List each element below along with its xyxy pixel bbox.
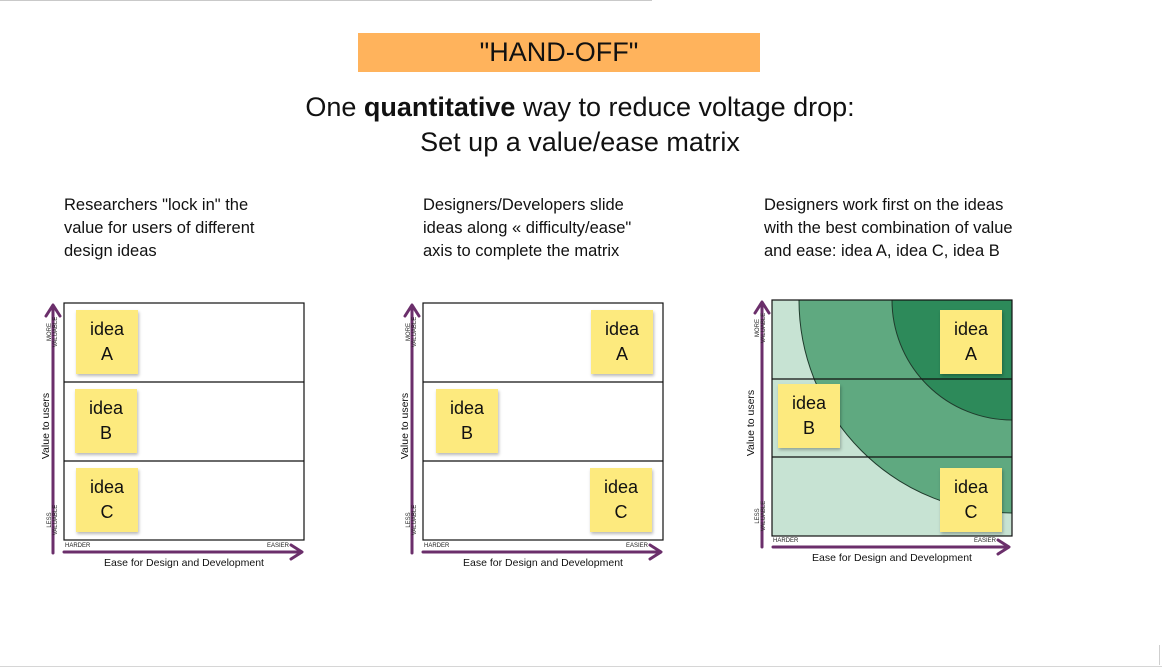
caption-line: axis to complete the matrix xyxy=(423,242,620,260)
sticky-note-idea-a[interactable]: idea A xyxy=(76,310,138,374)
note-line: idea xyxy=(791,393,827,413)
sticky-note-idea-c[interactable]: idea C xyxy=(590,468,652,532)
y-high-label-panel-3: MORE VALUABLE xyxy=(755,308,767,348)
bottom-divider xyxy=(0,666,1162,667)
axis-arrows-panel-3 xyxy=(753,300,1011,556)
note-line: idea xyxy=(449,398,485,418)
y-low-label-panel-1: LESS VALUABLE xyxy=(47,500,59,540)
x-high-label-panel-3: EASIER xyxy=(974,538,997,544)
y-high-line: VALUABLE xyxy=(53,316,59,348)
note-letter: B xyxy=(99,423,112,443)
sticky-note-idea-b[interactable]: idea B xyxy=(75,389,137,453)
scroll-edge xyxy=(1159,645,1160,665)
caption-line: ideas along « difficulty/ease" xyxy=(423,219,632,237)
x-low-label-panel-1: HARDER xyxy=(65,543,91,549)
handoff-banner: "HAND-OFF" xyxy=(358,33,760,72)
x-low-label-panel-2: HARDER xyxy=(424,543,450,549)
caption-line: with the best combination of value xyxy=(764,219,1013,237)
note-line: idea xyxy=(89,319,125,339)
caption-line: Designers/Developers slide xyxy=(423,196,624,214)
headline-post: way to reduce voltage drop: xyxy=(515,92,855,122)
sticky-note-idea-b[interactable]: idea B xyxy=(436,389,498,453)
x-high-label-panel-2: EASIER xyxy=(626,543,649,549)
caption-line: Researchers "lock in" the xyxy=(64,196,249,214)
note-letter: C xyxy=(964,502,978,522)
x-low-label-panel-3: HARDER xyxy=(773,538,799,544)
sticky-note-idea-a[interactable]: idea A xyxy=(591,310,653,374)
note-letter: A xyxy=(100,344,113,364)
note-letter: B xyxy=(460,423,473,443)
headline-line-1: One quantitative way to reduce voltage d… xyxy=(250,90,910,125)
caption-panel-2: Designers/Developers slide ideas along «… xyxy=(423,194,631,263)
caption-panel-3: Designers work first on the ideas with t… xyxy=(764,194,1013,263)
sticky-note-idea-c[interactable]: idea C xyxy=(940,468,1002,532)
page-headline: One quantitative way to reduce voltage d… xyxy=(250,90,910,160)
note-line: idea xyxy=(88,398,124,418)
sticky-note-idea-a[interactable]: idea A xyxy=(940,310,1002,374)
headline-bold: quantitative xyxy=(363,92,516,122)
y-high-line: VALUABLE xyxy=(761,312,767,344)
headline-line-2: Set up a value/ease matrix xyxy=(420,127,740,157)
x-axis-label-panel-1: Ease for Design and Development xyxy=(104,557,264,569)
y-axis-label-panel-3: Value to users xyxy=(745,389,757,457)
note-line: idea xyxy=(953,477,989,497)
x-high-label-panel-1: EASIER xyxy=(267,543,290,549)
note-letter: B xyxy=(802,418,815,438)
matrix-grid-panel-3 xyxy=(771,299,1013,537)
headline-pre: One xyxy=(305,92,364,122)
y-high-label-panel-1: MORE VALUABLE xyxy=(47,312,59,352)
note-line: idea xyxy=(603,477,639,497)
y-axis-label-panel-2: Value to users xyxy=(399,392,411,460)
note-letter: C xyxy=(100,502,114,522)
caption-line: design ideas xyxy=(64,242,157,260)
y-low-label-panel-3: LESS VALUABLE xyxy=(755,496,767,536)
note-line: idea xyxy=(89,477,125,497)
x-axis-label-panel-2: Ease for Design and Development xyxy=(463,557,623,569)
note-line: idea xyxy=(953,319,989,339)
axis-arrows-panel-1 xyxy=(44,303,304,561)
axis-arrows-panel-2 xyxy=(403,303,663,561)
caption-line: Designers work first on the ideas xyxy=(764,196,1004,214)
note-line: idea xyxy=(604,319,640,339)
sticky-note-idea-b[interactable]: idea B xyxy=(778,384,840,448)
note-letter: C xyxy=(614,502,628,522)
y-low-line: VALUABLE xyxy=(53,504,59,536)
sticky-note-idea-c[interactable]: idea C xyxy=(76,468,138,532)
caption-line: and ease: idea A, idea C, idea B xyxy=(764,242,1000,260)
x-axis-label-panel-3: Ease for Design and Development xyxy=(812,552,972,564)
y-high-label-panel-2: MORE VALUABLE xyxy=(406,312,418,352)
top-divider xyxy=(0,0,652,1)
note-letter: A xyxy=(615,344,628,364)
y-axis-label-panel-1: Value to users xyxy=(40,392,52,460)
y-low-line: VALUABLE xyxy=(761,500,767,532)
note-letter: A xyxy=(964,344,977,364)
y-high-line: VALUABLE xyxy=(412,316,418,348)
caption-panel-1: Researchers "lock in" the value for user… xyxy=(64,194,254,263)
y-low-line: VALUABLE xyxy=(412,504,418,536)
caption-line: value for users of different xyxy=(64,219,255,237)
y-low-label-panel-2: LESS VALUABLE xyxy=(406,500,418,540)
